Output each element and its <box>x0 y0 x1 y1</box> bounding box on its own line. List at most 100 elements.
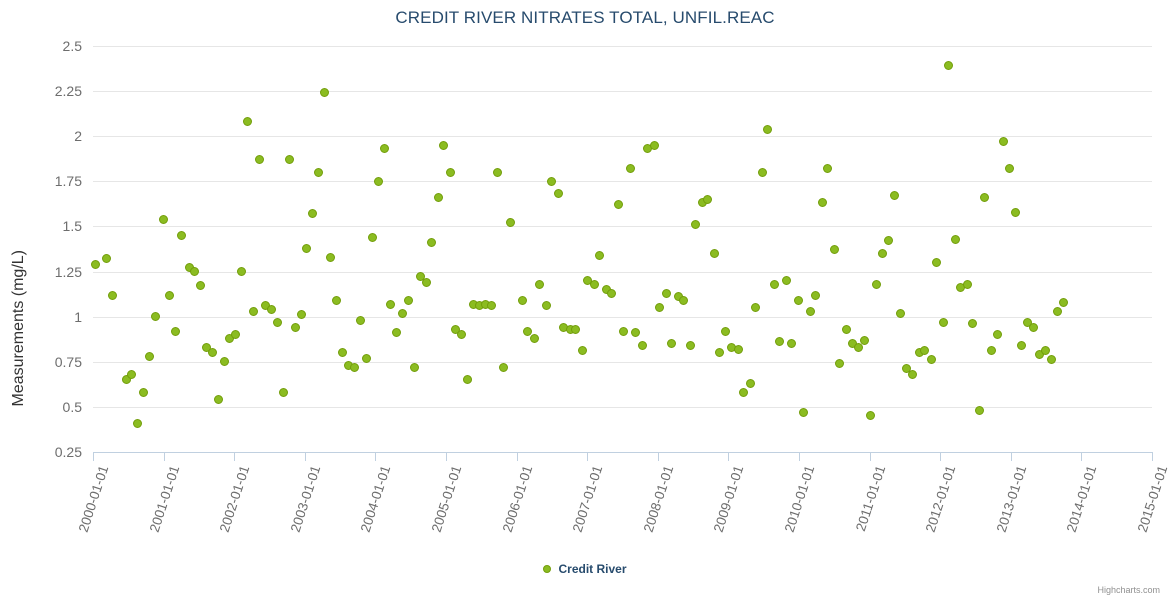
data-point[interactable] <box>884 236 894 246</box>
data-point[interactable] <box>685 341 695 351</box>
data-point[interactable] <box>433 193 443 203</box>
data-point[interactable] <box>775 337 785 347</box>
data-point[interactable] <box>986 346 996 356</box>
data-point[interactable] <box>151 312 161 322</box>
data-point[interactable] <box>853 342 863 352</box>
data-point[interactable] <box>190 267 200 277</box>
data-point[interactable] <box>302 243 312 253</box>
data-point[interactable] <box>207 348 217 358</box>
data-point[interactable] <box>101 254 111 264</box>
data-point[interactable] <box>547 176 557 186</box>
data-point[interactable] <box>1052 306 1062 316</box>
data-point[interactable] <box>908 369 918 379</box>
data-point[interactable] <box>613 200 623 210</box>
data-point[interactable] <box>439 140 449 150</box>
data-point[interactable] <box>236 267 246 277</box>
data-point[interactable] <box>926 355 936 365</box>
data-point[interactable] <box>523 326 533 336</box>
data-point[interactable] <box>823 164 833 174</box>
data-point[interactable] <box>751 303 761 313</box>
data-point[interactable] <box>279 387 289 397</box>
data-point[interactable] <box>1058 297 1068 307</box>
data-point[interactable] <box>745 378 755 388</box>
data-point[interactable] <box>811 290 821 300</box>
data-point[interactable] <box>649 140 659 150</box>
data-point[interactable] <box>1028 322 1038 332</box>
data-point[interactable] <box>709 249 719 258</box>
data-point[interactable] <box>655 303 665 313</box>
data-point[interactable] <box>127 369 137 379</box>
data-point[interactable] <box>356 315 366 325</box>
data-point[interactable] <box>535 279 545 289</box>
data-point[interactable] <box>219 357 229 367</box>
data-point[interactable] <box>1010 207 1020 217</box>
data-point[interactable] <box>255 155 265 165</box>
data-point[interactable] <box>267 304 277 314</box>
data-point[interactable] <box>273 317 283 327</box>
data-point[interactable] <box>164 290 174 300</box>
data-point[interactable] <box>487 301 497 311</box>
data-point[interactable] <box>841 324 851 334</box>
data-point[interactable] <box>314 167 324 177</box>
data-point[interactable] <box>932 258 942 268</box>
data-point[interactable] <box>337 348 347 358</box>
data-point[interactable] <box>896 308 906 318</box>
data-point[interactable] <box>980 193 990 203</box>
data-point[interactable] <box>799 407 809 417</box>
data-point[interactable] <box>368 232 378 242</box>
data-point[interactable] <box>505 218 515 228</box>
data-point[interactable] <box>529 333 539 343</box>
data-point[interactable] <box>631 328 641 338</box>
data-point[interactable] <box>974 405 984 415</box>
data-point[interactable] <box>667 339 677 349</box>
highcharts-credits-link[interactable]: Highcharts.com <box>1097 585 1160 595</box>
data-point[interactable] <box>144 351 154 361</box>
data-point[interactable] <box>872 279 882 289</box>
data-point[interactable] <box>326 252 336 262</box>
data-point[interactable] <box>90 259 100 269</box>
data-point[interactable] <box>703 194 713 204</box>
data-point[interactable] <box>362 353 372 363</box>
data-point[interactable] <box>715 348 725 358</box>
data-point[interactable] <box>637 341 647 351</box>
data-point[interactable] <box>108 290 118 300</box>
data-point[interactable] <box>950 234 960 244</box>
data-point[interactable] <box>1016 341 1026 351</box>
data-point[interactable] <box>409 362 419 372</box>
data-point[interactable] <box>781 276 791 286</box>
data-point[interactable] <box>139 387 149 397</box>
data-point[interactable] <box>427 238 437 248</box>
data-point[interactable] <box>1004 164 1014 174</box>
data-point[interactable] <box>998 137 1008 147</box>
data-point[interactable] <box>493 167 503 177</box>
data-point[interactable] <box>829 245 839 255</box>
data-point[interactable] <box>793 295 803 305</box>
legend-item-credit-river[interactable]: Credit River <box>543 562 627 576</box>
data-point[interactable] <box>721 326 731 336</box>
plot-area[interactable] <box>90 46 1152 453</box>
data-point[interactable] <box>968 319 978 329</box>
data-point[interactable] <box>445 167 455 177</box>
data-point[interactable] <box>159 214 169 224</box>
data-point[interactable] <box>865 411 875 421</box>
data-point[interactable] <box>553 189 563 199</box>
data-point[interactable] <box>1022 317 1032 327</box>
data-point[interactable] <box>691 220 701 230</box>
data-point[interactable] <box>763 124 773 134</box>
data-point[interactable] <box>733 344 743 354</box>
data-point[interactable] <box>541 301 551 311</box>
data-point[interactable] <box>1040 346 1050 356</box>
data-point[interactable] <box>805 306 815 316</box>
data-point[interactable] <box>202 342 212 352</box>
data-point[interactable] <box>860 335 870 345</box>
data-point[interactable] <box>243 117 253 127</box>
data-point[interactable] <box>397 308 407 318</box>
data-point[interactable] <box>195 281 205 291</box>
data-point[interactable] <box>373 176 383 186</box>
data-point[interactable] <box>320 88 330 98</box>
data-point[interactable] <box>132 418 142 428</box>
data-point[interactable] <box>296 310 306 320</box>
data-point[interactable] <box>962 279 972 289</box>
data-point[interactable] <box>625 164 635 174</box>
data-point[interactable] <box>308 209 318 219</box>
